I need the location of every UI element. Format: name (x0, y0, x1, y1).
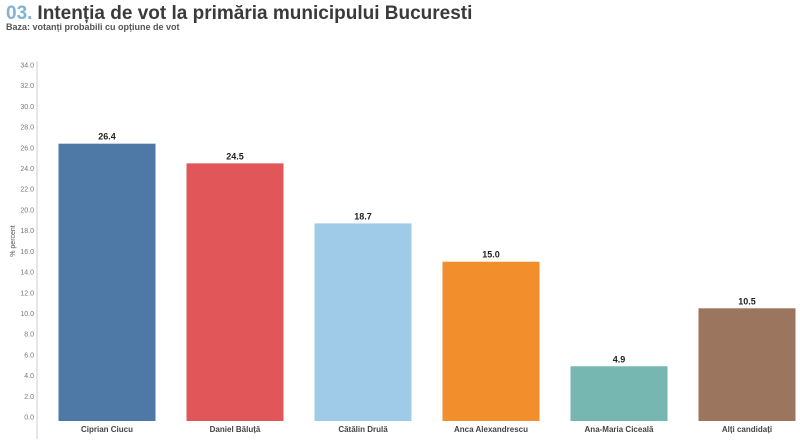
y-tick-label: 12.0 (20, 290, 34, 297)
y-axis-label: % percent (10, 225, 17, 257)
y-tick-label: 18.0 (20, 228, 34, 235)
y-tick-label: 16.0 (20, 249, 34, 256)
y-tick-label: 28.0 (20, 125, 34, 132)
category-label: Alți candidați (722, 425, 772, 434)
category-label: Cătălin Drulă (338, 425, 388, 434)
bar (186, 163, 284, 421)
category-label: Daniel Băluță (210, 425, 261, 434)
y-tick-label: 8.0 (24, 332, 34, 339)
value-labels: 26.4 24.5 18.7 15.0 4.9 10.5 (98, 132, 756, 365)
bar (442, 261, 540, 421)
bar-value-label: 10.5 (738, 296, 756, 306)
y-tick-label: 24.0 (20, 166, 34, 173)
bar (314, 223, 412, 421)
bars (58, 143, 796, 421)
chart-title-text: Intenția de vot la primăria municipului … (37, 3, 473, 24)
category-label: Anca Alexandrescu (454, 425, 528, 434)
bar-value-label: 4.9 (613, 354, 626, 364)
y-axis: 0.0 2.0 4.0 6.0 8.0 10.0 12.0 14.0 16.0 18.0 20.0 2… (20, 61, 38, 439)
y-tick-label: 32.0 (20, 83, 34, 90)
bar (570, 366, 668, 421)
y-tick-label: 10.0 (20, 311, 34, 318)
category-labels: Ciprian Ciucu Daniel Băluță Cătălin Drulă A… (81, 425, 772, 434)
chart-title: 03. Intenția de vot la primăria municipul… (6, 3, 472, 25)
y-tick-label: 6.0 (24, 352, 34, 359)
y-tick-label: 4.0 (24, 373, 34, 380)
y-tick-label: 14.0 (20, 270, 34, 277)
bar (698, 308, 796, 421)
bar-value-label: 24.5 (226, 151, 244, 161)
bar (58, 143, 156, 421)
y-tick-label: 2.0 (24, 394, 34, 401)
chart-number: 03. (6, 3, 33, 24)
y-tick-label: 22.0 (20, 187, 34, 194)
y-tick-label: 20.0 (20, 207, 34, 214)
y-tick-label: 26.0 (20, 145, 34, 152)
bar-value-label: 18.7 (354, 211, 372, 221)
y-tick-label: 0.0 (24, 415, 34, 422)
y-tick-label: 30.0 (20, 104, 34, 111)
bar-value-label: 15.0 (482, 250, 500, 260)
category-label: Ciprian Ciucu (81, 425, 133, 434)
y-tick-label: 34.0 (20, 63, 34, 70)
bar-value-label: 26.4 (98, 132, 116, 142)
category-label: Ana-Maria Ciceală (585, 425, 654, 434)
chart-subtitle: Baza: votanți probabili cu opțiune de vo… (6, 22, 180, 32)
